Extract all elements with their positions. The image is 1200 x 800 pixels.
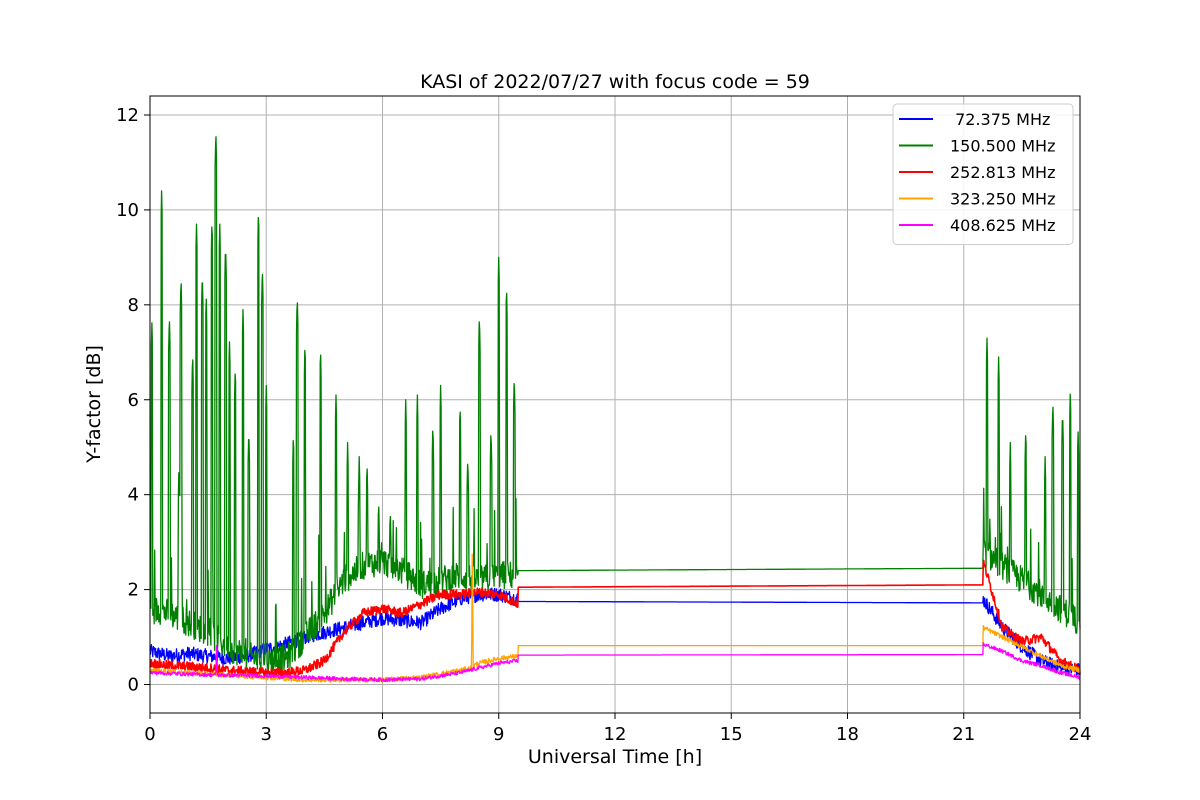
series-1 [149, 136, 1081, 676]
y-tick-label: 8 [128, 295, 139, 316]
x-axis-label: Universal Time [h] [528, 746, 702, 768]
legend: 72.375 MHz 150.500 MHz 252.813 MHz 323.250 … [892, 103, 1074, 245]
legend-entry: 408.625 MHz [950, 216, 1055, 235]
legend-entry: 323.250 MHz [950, 190, 1055, 209]
y-tick-label: 2 [128, 580, 139, 601]
series-0 [149, 587, 1081, 677]
series-line [149, 587, 1081, 677]
series-line [149, 642, 1081, 683]
legend-entry: 252.813 MHz [950, 163, 1055, 182]
series-3 [149, 553, 1081, 683]
x-tick-label: 15 [720, 724, 743, 745]
legend-entry: 72.375 MHz [950, 110, 1050, 129]
y-tick-label: 4 [128, 485, 139, 506]
legend-box [892, 103, 1074, 245]
y-axis-label: Y-factor [dB] [83, 345, 105, 464]
series-2 [149, 559, 1081, 679]
series-line [149, 553, 1081, 683]
x-tick-label: 0 [144, 724, 155, 745]
y-tick-label: 0 [128, 675, 139, 696]
x-tick-label: 9 [493, 724, 504, 745]
chart-title: KASI of 2022/07/27 with focus code = 59 [420, 71, 810, 93]
x-tick-label: 18 [836, 724, 859, 745]
x-tick-label: 12 [604, 724, 627, 745]
x-tick-label: 24 [1069, 724, 1092, 745]
series-line [149, 559, 1081, 679]
y-tick-label: 6 [128, 390, 139, 411]
x-tick-label: 21 [952, 724, 975, 745]
x-tick-label: 3 [261, 724, 272, 745]
x-tick-label: 6 [377, 724, 388, 745]
series-line [149, 136, 1081, 676]
legend-entry: 150.500 MHz [950, 137, 1055, 156]
y-tick-label: 10 [116, 200, 139, 221]
series-4 [149, 642, 1081, 683]
y-tick-label: 12 [116, 105, 139, 126]
series-layer [149, 136, 1081, 683]
